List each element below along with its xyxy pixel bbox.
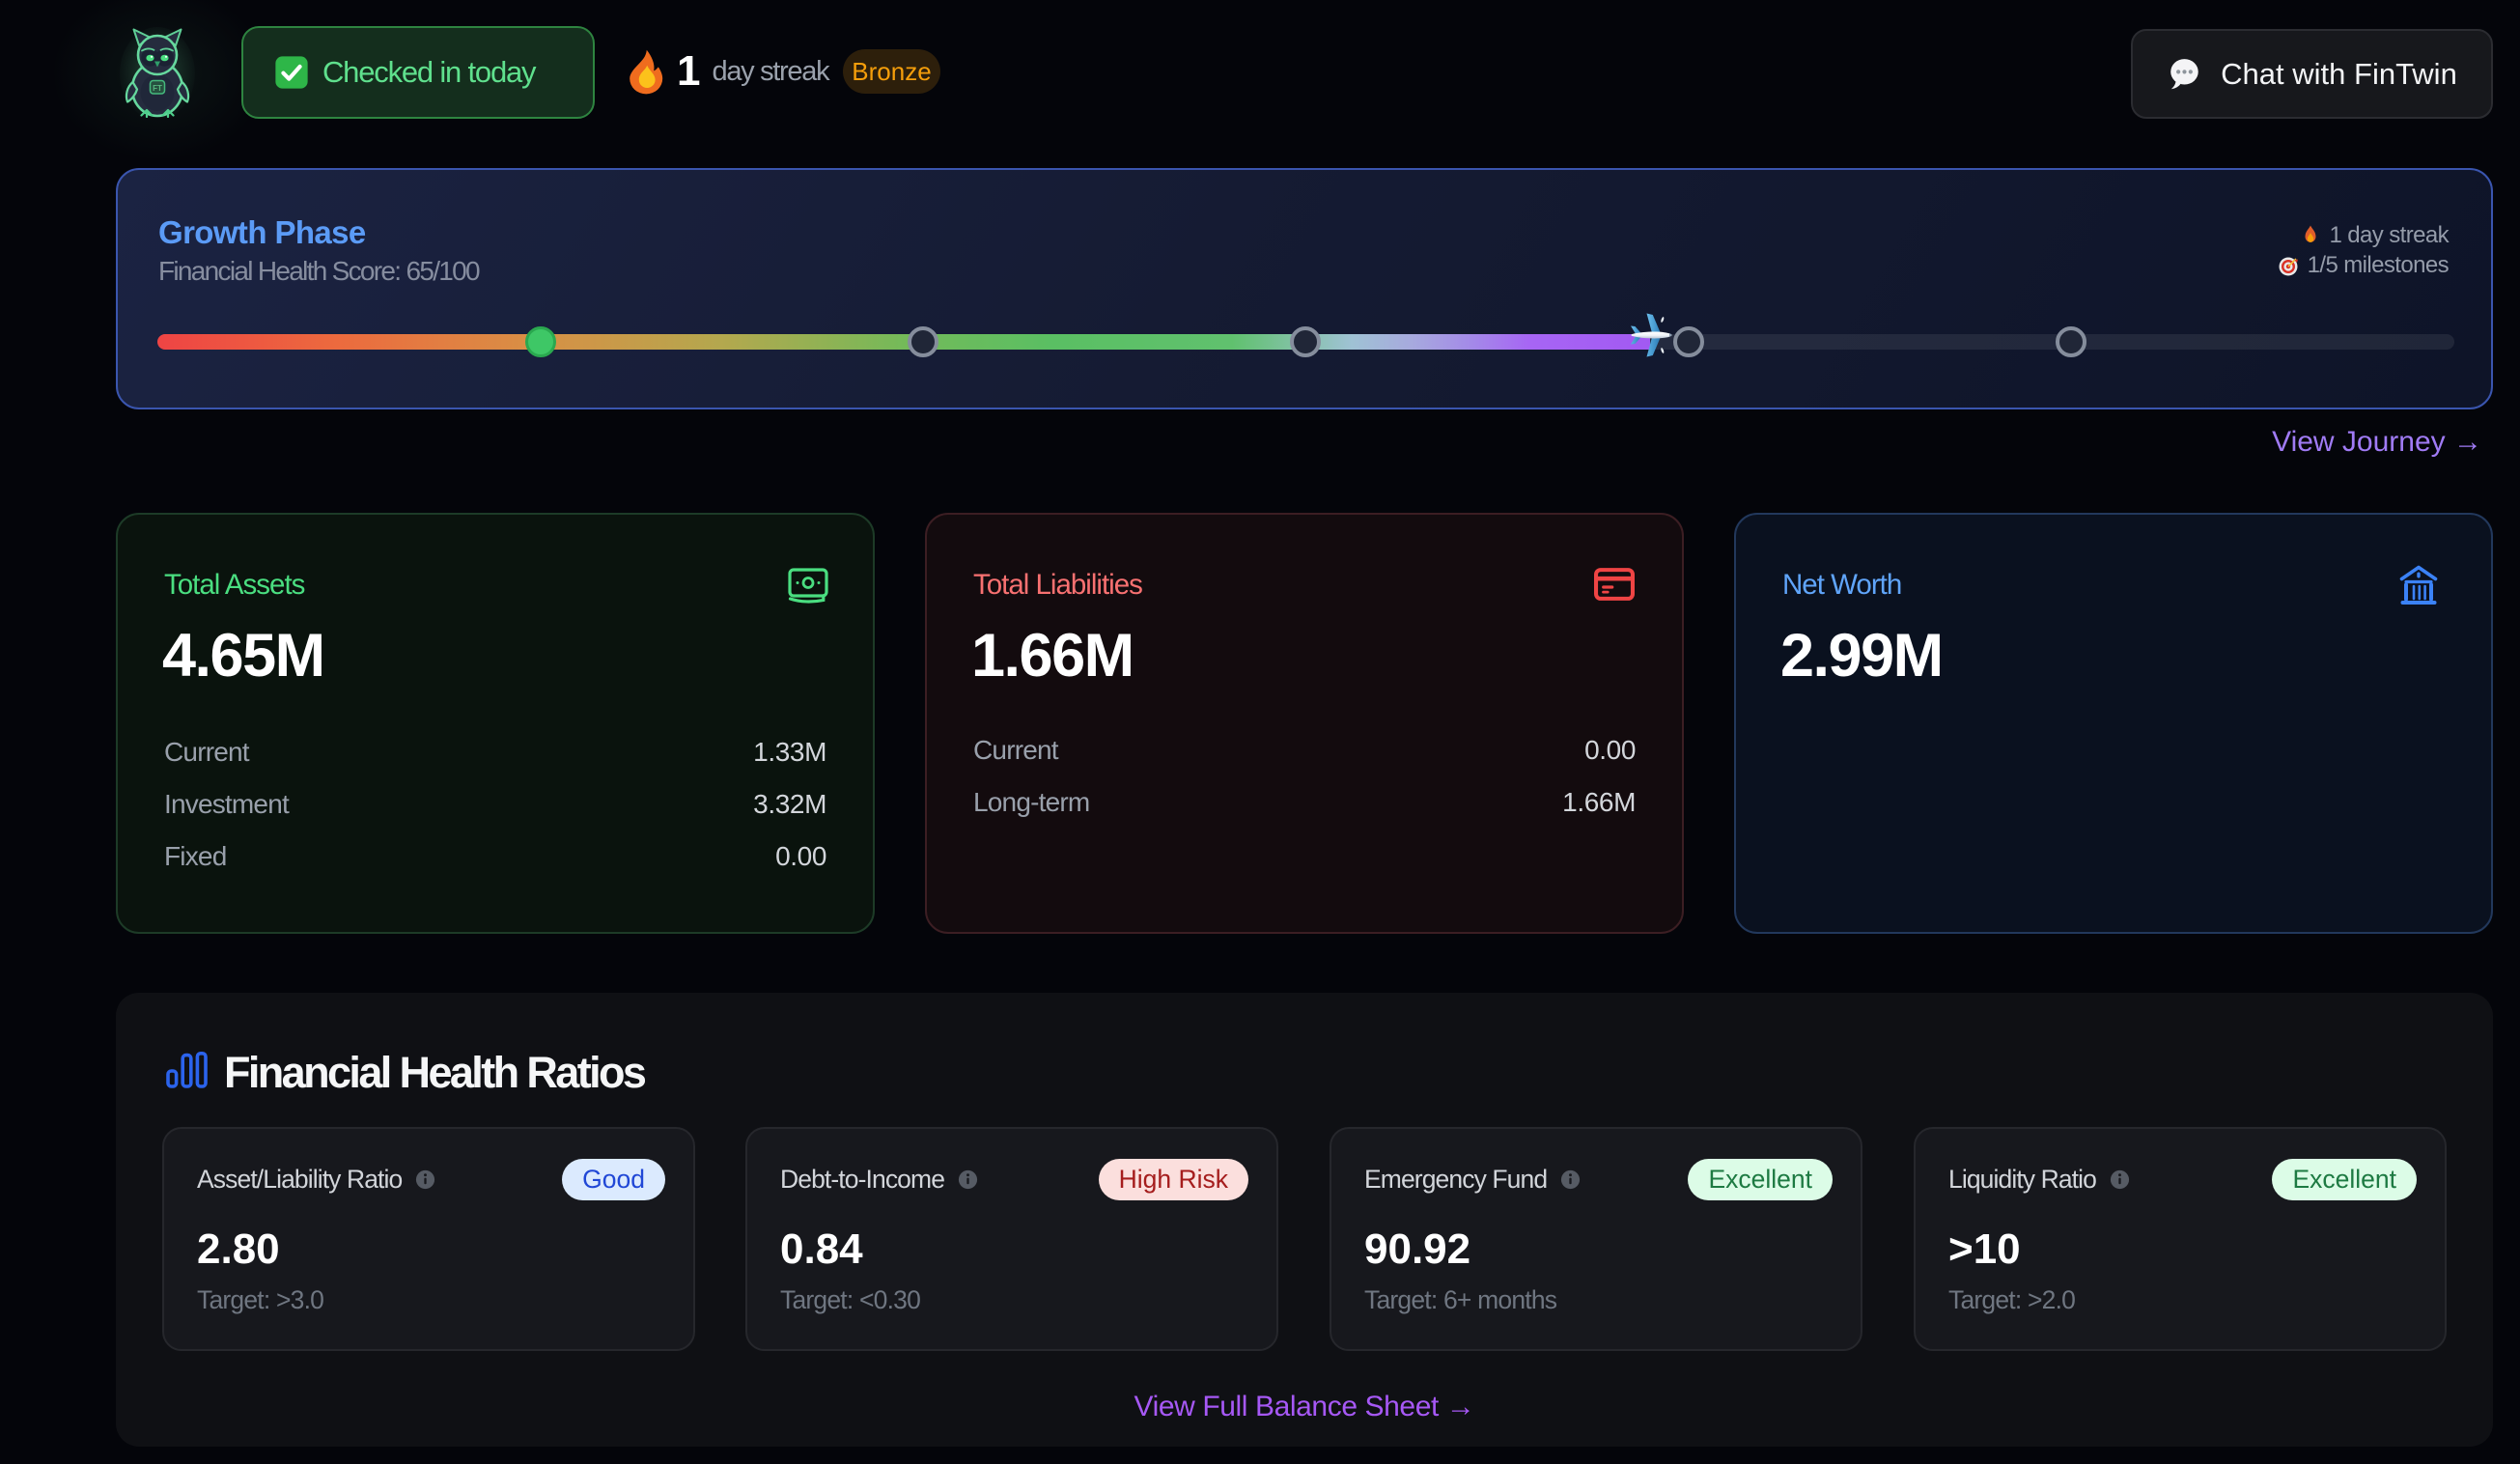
svg-text:FT: FT (153, 84, 162, 93)
